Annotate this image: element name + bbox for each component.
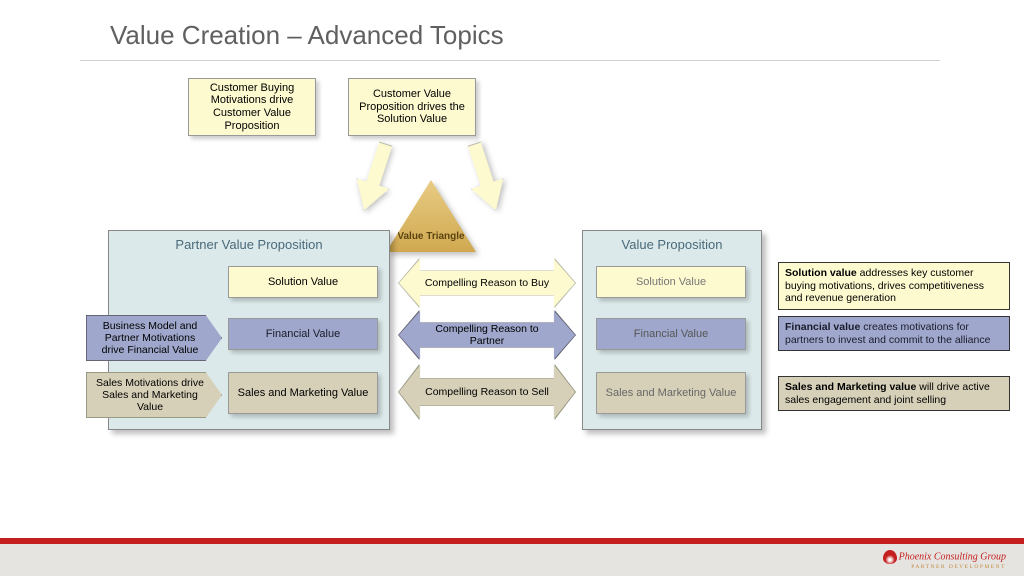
diagram: Customer Buying Motivations drive Custom… bbox=[0, 70, 1024, 510]
logo-text: Phoenix Consulting Group bbox=[899, 551, 1006, 562]
right-box-sales: Sales and Marketing Value bbox=[596, 372, 746, 414]
logo-subtext: PARTNER DEVELOPMENT bbox=[883, 564, 1006, 570]
pentagon-financial: Business Model and Partner Motivations d… bbox=[86, 315, 222, 361]
left-box-solution: Solution Value bbox=[228, 266, 378, 298]
top-box-left: Customer Buying Motivations drive Custom… bbox=[188, 78, 316, 136]
biarrow-sell: Compelling Reason to Sell bbox=[399, 365, 575, 419]
right-box-financial: Financial Value bbox=[596, 318, 746, 350]
right-panel-title: Value Proposition bbox=[583, 231, 761, 254]
sidenote-bold: Solution value bbox=[785, 267, 857, 279]
left-box-financial: Financial Value bbox=[228, 318, 378, 350]
left-panel-title: Partner Value Proposition bbox=[109, 231, 389, 254]
flame-icon bbox=[883, 550, 897, 564]
title-divider bbox=[80, 60, 940, 61]
top-box-right: Customer Value Proposition drives the So… bbox=[348, 78, 476, 136]
footer-gray-band bbox=[0, 544, 1024, 576]
right-box-solution: Solution Value bbox=[596, 266, 746, 298]
sidenote-solution: Solution value addresses key customer bu… bbox=[778, 262, 1010, 310]
sidenote-financial: Financial value creates motivations for … bbox=[778, 316, 1010, 351]
triangle-label: Value Triangle bbox=[397, 231, 464, 252]
footer: Phoenix Consulting Group PARTNER DEVELOP… bbox=[0, 544, 1024, 576]
value-triangle: Value Triangle bbox=[386, 180, 476, 252]
left-box-sales: Sales and Marketing Value bbox=[228, 372, 378, 414]
page-title: Value Creation – Advanced Topics bbox=[110, 20, 504, 51]
biarrow-buy: Compelling Reason to Buy bbox=[399, 259, 575, 307]
pentagon-sales: Sales Motivations drive Sales and Market… bbox=[86, 372, 222, 418]
sidenote-bold: Sales and Marketing value bbox=[785, 381, 916, 393]
sidenote-sales: Sales and Marketing value will drive act… bbox=[778, 376, 1010, 411]
logo: Phoenix Consulting Group PARTNER DEVELOP… bbox=[883, 550, 1006, 570]
slide: Value Creation – Advanced Topics Custome… bbox=[0, 0, 1024, 576]
biarrow-partner: Compelling Reason to Partner bbox=[399, 311, 575, 359]
sidenote-bold: Financial value bbox=[785, 321, 860, 333]
footer-red-band bbox=[0, 538, 1024, 544]
